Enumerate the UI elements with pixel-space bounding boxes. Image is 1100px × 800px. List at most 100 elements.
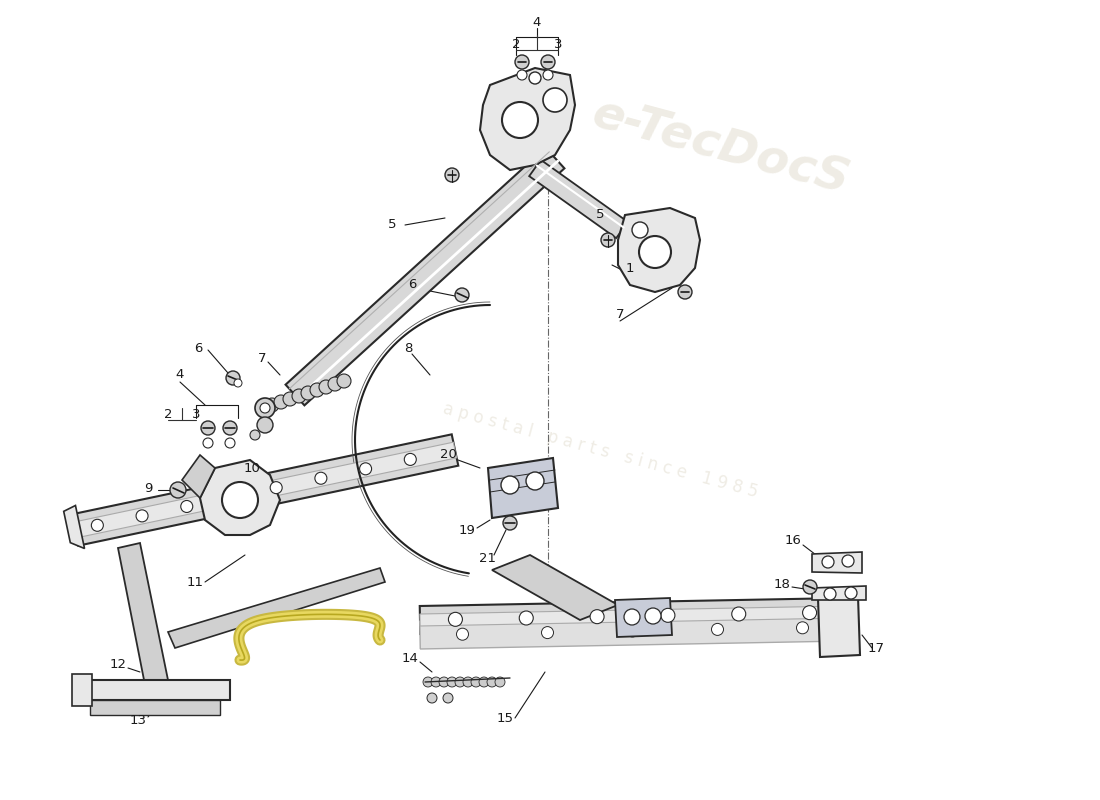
Circle shape xyxy=(639,236,671,268)
Polygon shape xyxy=(480,68,575,170)
Circle shape xyxy=(91,519,103,531)
Text: 5: 5 xyxy=(596,209,604,222)
Polygon shape xyxy=(72,674,92,706)
Circle shape xyxy=(274,395,288,409)
Text: 15: 15 xyxy=(496,711,514,725)
Text: 20: 20 xyxy=(440,449,456,462)
Polygon shape xyxy=(200,460,280,535)
Text: 21: 21 xyxy=(480,551,496,565)
Circle shape xyxy=(449,612,462,626)
Circle shape xyxy=(301,386,315,400)
Polygon shape xyxy=(420,598,845,634)
Polygon shape xyxy=(529,160,628,238)
Circle shape xyxy=(627,625,638,637)
Polygon shape xyxy=(64,506,85,549)
Circle shape xyxy=(360,463,372,475)
Circle shape xyxy=(541,626,553,638)
Circle shape xyxy=(845,587,857,599)
Polygon shape xyxy=(168,568,385,648)
Polygon shape xyxy=(90,700,220,715)
Circle shape xyxy=(223,421,236,435)
Circle shape xyxy=(645,608,661,624)
Circle shape xyxy=(487,677,497,687)
Circle shape xyxy=(803,606,816,620)
Polygon shape xyxy=(286,148,564,406)
Circle shape xyxy=(463,677,473,687)
Circle shape xyxy=(405,454,416,466)
Polygon shape xyxy=(492,555,618,620)
Polygon shape xyxy=(488,458,558,518)
Polygon shape xyxy=(80,680,230,700)
Circle shape xyxy=(328,377,342,391)
Text: 6: 6 xyxy=(194,342,202,354)
Text: 3: 3 xyxy=(553,38,562,51)
Circle shape xyxy=(292,389,306,403)
Text: 10: 10 xyxy=(243,462,261,474)
Text: 19: 19 xyxy=(459,523,475,537)
Polygon shape xyxy=(74,442,456,538)
Circle shape xyxy=(543,88,566,112)
Polygon shape xyxy=(615,598,672,637)
Text: 13: 13 xyxy=(130,714,146,726)
Text: e-TecDocS: e-TecDocS xyxy=(586,92,854,204)
Circle shape xyxy=(439,677,449,687)
Circle shape xyxy=(201,421,214,435)
Circle shape xyxy=(180,501,192,513)
Circle shape xyxy=(822,556,834,568)
Circle shape xyxy=(541,55,556,69)
Circle shape xyxy=(601,233,615,247)
Circle shape xyxy=(526,472,544,490)
Circle shape xyxy=(226,438,235,448)
Text: 2: 2 xyxy=(512,38,520,51)
Circle shape xyxy=(447,677,456,687)
Polygon shape xyxy=(812,552,862,573)
Text: 3: 3 xyxy=(191,409,200,422)
Circle shape xyxy=(824,588,836,600)
Circle shape xyxy=(678,285,692,299)
Circle shape xyxy=(260,403,270,413)
Circle shape xyxy=(519,611,534,625)
Text: 4: 4 xyxy=(532,15,541,29)
Text: 18: 18 xyxy=(773,578,791,591)
Text: 8: 8 xyxy=(404,342,412,354)
Circle shape xyxy=(455,288,469,302)
Text: 9: 9 xyxy=(144,482,152,494)
Circle shape xyxy=(226,371,240,385)
Circle shape xyxy=(431,677,441,687)
Circle shape xyxy=(255,398,275,418)
Circle shape xyxy=(427,693,437,703)
Circle shape xyxy=(661,608,675,622)
Circle shape xyxy=(170,482,186,498)
Circle shape xyxy=(543,70,553,80)
Circle shape xyxy=(271,482,283,494)
Polygon shape xyxy=(72,434,459,546)
Circle shape xyxy=(265,398,279,412)
Circle shape xyxy=(842,555,854,567)
Circle shape xyxy=(529,72,541,84)
Circle shape xyxy=(503,516,517,530)
Circle shape xyxy=(502,102,538,138)
Circle shape xyxy=(136,510,149,522)
Circle shape xyxy=(310,383,324,397)
Circle shape xyxy=(500,476,519,494)
Circle shape xyxy=(456,628,469,640)
Circle shape xyxy=(803,580,817,594)
Circle shape xyxy=(226,491,238,503)
Circle shape xyxy=(283,392,297,406)
Circle shape xyxy=(590,610,604,624)
Circle shape xyxy=(443,693,453,703)
Circle shape xyxy=(319,380,333,394)
Circle shape xyxy=(632,222,648,238)
Polygon shape xyxy=(182,455,214,498)
Circle shape xyxy=(315,472,327,484)
Circle shape xyxy=(732,607,746,621)
Circle shape xyxy=(234,379,242,387)
Circle shape xyxy=(515,55,529,69)
Text: 4: 4 xyxy=(176,369,184,382)
Polygon shape xyxy=(618,208,700,292)
Polygon shape xyxy=(818,596,860,657)
Text: 12: 12 xyxy=(110,658,126,671)
Text: 7: 7 xyxy=(616,309,625,322)
Circle shape xyxy=(337,374,351,388)
Circle shape xyxy=(712,623,724,635)
